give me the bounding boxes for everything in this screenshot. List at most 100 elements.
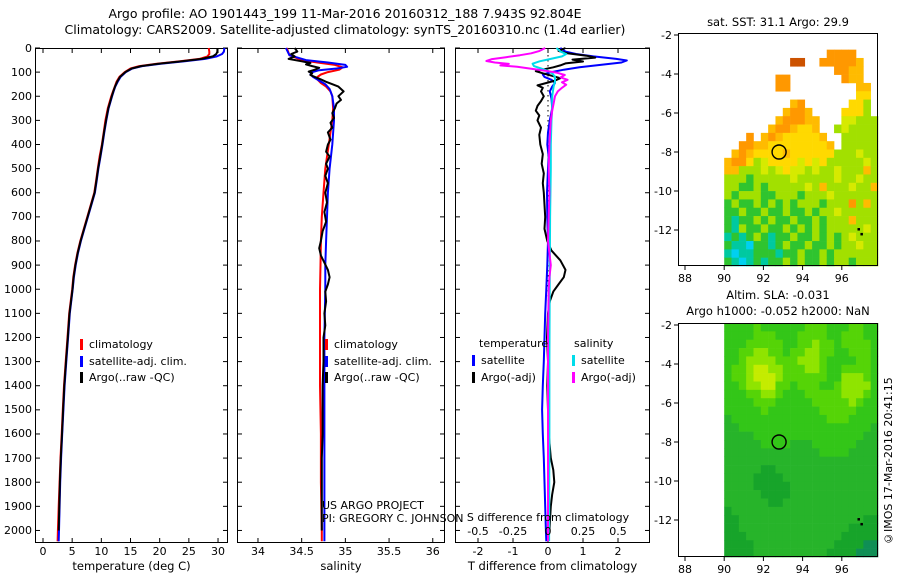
sst-cell: [731, 241, 740, 250]
argo-legend-mark: [472, 371, 475, 383]
sst-cell: [841, 116, 849, 125]
sst-cell: [812, 149, 820, 159]
sla-cell: [724, 448, 732, 458]
sla-cell: [841, 440, 849, 449]
sst-cell: [782, 74, 791, 84]
sst-cell: [753, 241, 762, 250]
sst-cell: [724, 249, 732, 258]
sst-cell: [812, 249, 820, 258]
figure-title-line2: Climatology: CARS2009. Satellite-adjuste…: [64, 22, 626, 37]
sst-cell: [863, 124, 871, 134]
sla-cell: [848, 373, 857, 382]
sla-cell: [797, 323, 806, 332]
sst-cell: [848, 74, 857, 84]
depth-tick-label: 1300: [4, 355, 32, 369]
sst-cell: [841, 257, 849, 267]
sst-cell: [863, 82, 871, 92]
sst-cell: [841, 232, 849, 242]
sst-cell: [834, 199, 842, 209]
depth-tick-label: 300: [11, 113, 32, 127]
sla-cell: [826, 423, 835, 432]
sla-cell: [738, 423, 747, 432]
sst-cell: [870, 207, 879, 217]
sla-cell: [812, 456, 820, 466]
difference-series-S-argo: [485, 47, 569, 542]
sla-cell: [797, 398, 806, 407]
sla-cell: [746, 540, 754, 549]
sla-cell: [782, 498, 791, 508]
sla-cell: [841, 531, 849, 541]
sla-cell: [768, 448, 776, 458]
sst-cell: [856, 107, 864, 117]
sla-cell: [768, 431, 776, 441]
sla-cell: [797, 515, 806, 524]
sla-cell: [775, 323, 784, 332]
sla-cell: [841, 331, 849, 341]
sla-cell: [790, 356, 798, 366]
sla-cell: [753, 490, 762, 499]
sst-cell: [738, 157, 747, 167]
sla-cell: [826, 515, 835, 524]
sla-cell: [834, 456, 842, 466]
sst-cell: [819, 174, 828, 184]
sla-cell: [746, 398, 754, 407]
sst-cell: [775, 241, 784, 250]
sla-cell: [863, 456, 871, 466]
sla-cell: [753, 364, 762, 374]
sst-cell: [863, 132, 871, 142]
depth-tick-label: 600: [11, 186, 32, 200]
sst-cell: [738, 141, 747, 150]
sla-cell: [753, 456, 762, 466]
sst-cell: [856, 182, 864, 192]
sla-cell: [826, 456, 835, 466]
sst-cell: [856, 74, 864, 84]
sla-cell: [804, 490, 813, 499]
sla-map-border: [678, 323, 878, 557]
sst-cell: [856, 257, 864, 267]
legend-label: satellite: [481, 354, 525, 367]
sla-cell: [738, 490, 747, 499]
sst-cell: [841, 107, 849, 117]
sla-cell: [848, 323, 857, 332]
sla-cell: [819, 339, 828, 349]
sla-cell: [841, 473, 849, 483]
sla-cell: [731, 473, 740, 483]
sla-cell: [775, 515, 784, 524]
sla-cell: [782, 456, 791, 466]
sst-cell: [848, 207, 857, 217]
sla-cell: [848, 364, 857, 374]
sla-cell: [834, 448, 842, 458]
sla-cell: [826, 414, 835, 424]
sla-cell: [826, 498, 835, 508]
salinity-legend-item: Argo(..raw -QC): [325, 371, 420, 384]
sla-cell: [731, 356, 740, 366]
sst-cell: [856, 99, 864, 109]
difference-legend-item: Argo(-adj): [572, 371, 636, 384]
sst-cell: [812, 224, 820, 234]
temperature-x-tick-label: 10: [94, 545, 109, 558]
temperature-x-tick-label: 15: [123, 545, 138, 558]
sst-cell: [848, 166, 857, 175]
sst-cell: [870, 257, 879, 267]
sst-cell: [834, 166, 842, 175]
sla-cell: [775, 423, 784, 432]
sst-cell: [797, 166, 806, 175]
sla-y-tick-label: -12: [654, 513, 672, 527]
sst-cell: [848, 107, 857, 117]
sst-cell: [797, 182, 806, 192]
sla-cell: [834, 373, 842, 382]
sst-cell: [782, 249, 791, 258]
sst-cell: [863, 107, 871, 117]
sla-cell: [834, 389, 842, 399]
sla-cell: [804, 406, 813, 416]
sla-cell: [768, 406, 776, 416]
sla-cell: [797, 506, 806, 516]
sst-cell: [804, 174, 813, 184]
sst-cell: [812, 132, 820, 142]
sla-cell: [724, 456, 732, 466]
sst-cell: [738, 241, 747, 250]
sla-cell: [856, 506, 864, 516]
sst-cell: [753, 191, 762, 200]
sla-cell: [753, 423, 762, 432]
depth-tick-label: 100: [11, 65, 32, 79]
